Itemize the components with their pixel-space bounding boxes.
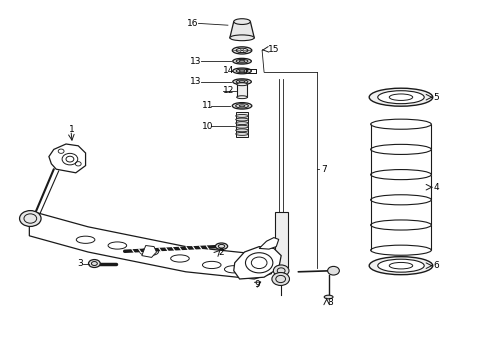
Polygon shape	[233, 247, 281, 279]
Circle shape	[327, 266, 339, 275]
Ellipse shape	[236, 83, 247, 86]
Text: 4: 4	[433, 183, 439, 192]
Ellipse shape	[235, 132, 248, 135]
Ellipse shape	[377, 259, 423, 272]
Bar	[245, 69, 255, 73]
Text: 8: 8	[327, 298, 333, 307]
Text: 9: 9	[254, 280, 260, 289]
Text: 13: 13	[189, 77, 201, 86]
Text: 11: 11	[201, 102, 213, 111]
Bar	[235, 112, 248, 137]
Ellipse shape	[377, 91, 423, 104]
Text: 15: 15	[267, 45, 279, 54]
Polygon shape	[29, 211, 271, 279]
Text: 3: 3	[77, 259, 83, 268]
Ellipse shape	[232, 47, 251, 54]
Ellipse shape	[229, 35, 254, 41]
Circle shape	[20, 211, 41, 226]
Ellipse shape	[368, 257, 432, 275]
Polygon shape	[142, 246, 156, 257]
Text: 14: 14	[223, 66, 234, 76]
Ellipse shape	[235, 114, 248, 117]
Polygon shape	[49, 144, 85, 173]
Ellipse shape	[233, 19, 250, 24]
Ellipse shape	[232, 58, 251, 64]
Text: 2: 2	[218, 248, 224, 257]
Ellipse shape	[215, 243, 227, 249]
Ellipse shape	[236, 48, 247, 53]
Text: 13: 13	[189, 57, 201, 66]
Circle shape	[273, 265, 288, 276]
Polygon shape	[259, 238, 278, 249]
Text: 16: 16	[186, 19, 198, 28]
Bar	[236, 84, 247, 97]
Bar	[274, 212, 287, 268]
Ellipse shape	[235, 122, 248, 125]
Text: 7: 7	[320, 165, 326, 174]
Ellipse shape	[232, 68, 251, 74]
Ellipse shape	[368, 88, 432, 106]
Ellipse shape	[235, 129, 248, 132]
Ellipse shape	[235, 125, 248, 128]
Bar	[245, 69, 255, 73]
Text: 5: 5	[433, 93, 439, 102]
Ellipse shape	[236, 96, 247, 99]
Text: 10: 10	[201, 122, 213, 131]
Ellipse shape	[88, 260, 100, 267]
Text: 1: 1	[68, 125, 74, 134]
Circle shape	[271, 273, 289, 285]
Text: 6: 6	[433, 261, 439, 270]
Ellipse shape	[235, 118, 248, 121]
Ellipse shape	[232, 103, 251, 109]
Ellipse shape	[232, 79, 251, 85]
Polygon shape	[229, 22, 254, 38]
Text: 12: 12	[223, 86, 234, 95]
Ellipse shape	[324, 295, 332, 299]
